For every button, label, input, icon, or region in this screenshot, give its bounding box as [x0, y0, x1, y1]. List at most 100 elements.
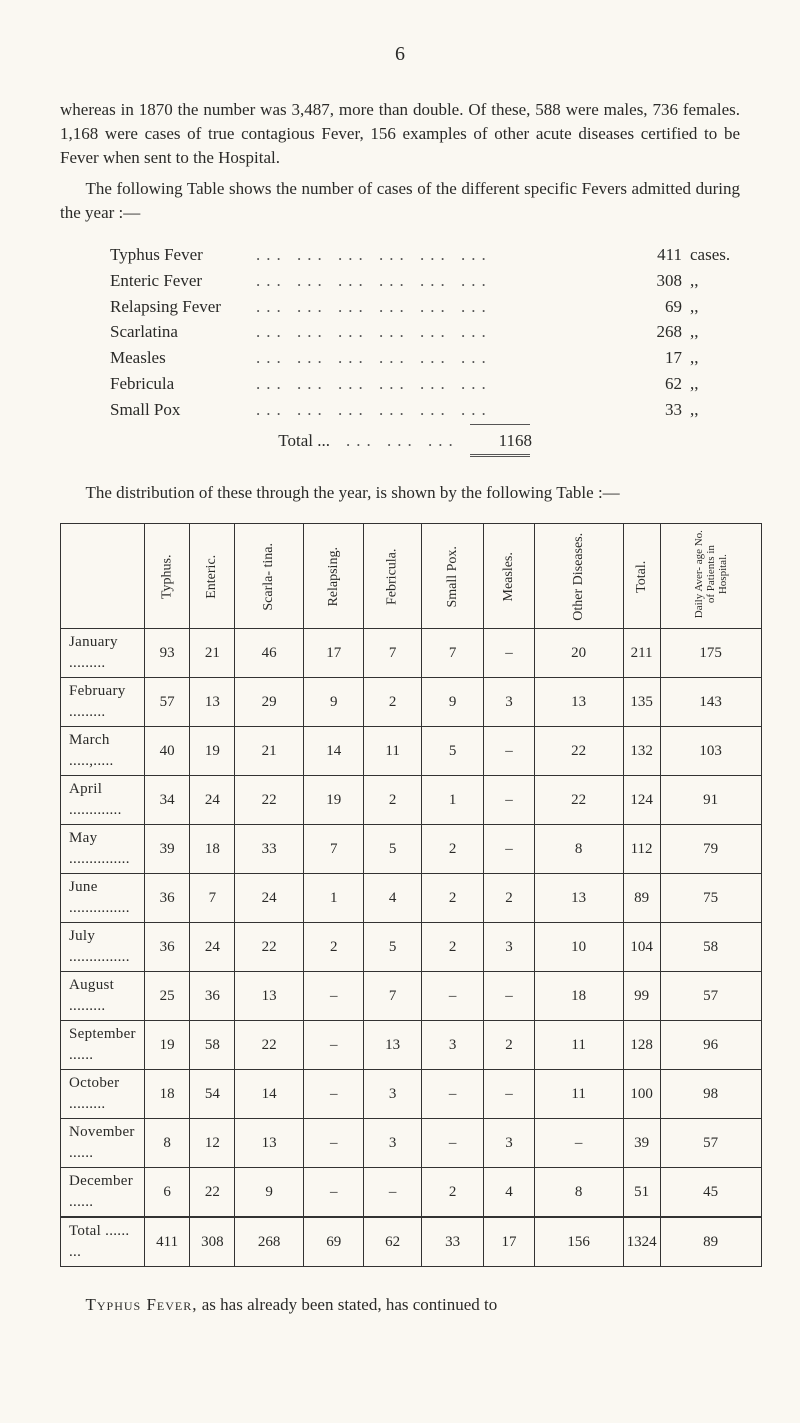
dist-cell: 39 [623, 1119, 660, 1168]
distribution-table: Typhus.Enteric.Scarla- tina.Relapsing.Fe… [60, 523, 762, 1267]
dist-month-cell: December ...... [61, 1168, 145, 1218]
dist-cell: 13 [235, 1119, 304, 1168]
case-dots: ... ... ... ... ... ... [250, 372, 632, 396]
dist-cell: 4 [484, 1168, 534, 1218]
dist-cell: 8 [534, 1168, 623, 1218]
cases-total-num: 1168 [472, 429, 540, 453]
dist-cell: 21 [235, 727, 304, 776]
dist-month-cell: February ......... [61, 678, 145, 727]
dist-cell: 99 [623, 972, 660, 1021]
dist-col-header: Other Diseases. [534, 524, 623, 629]
dist-cell: 9 [421, 678, 483, 727]
dist-cell: 21 [190, 629, 235, 678]
dist-total-cell: 89 [660, 1217, 761, 1267]
case-num: 62 [632, 372, 690, 396]
dist-cell: 10 [534, 923, 623, 972]
typhus-fever-lead: Typhus Fever, [86, 1295, 198, 1314]
dist-total-cell: 308 [190, 1217, 235, 1267]
dist-cell: – [421, 1119, 483, 1168]
dist-cell: 2 [364, 776, 421, 825]
dist-row: September ......195822–13321112896 [61, 1021, 762, 1070]
dist-total-cell: 17 [484, 1217, 534, 1267]
dist-cell: 12 [190, 1119, 235, 1168]
dist-cell: 25 [144, 972, 190, 1021]
dist-month-cell: November ...... [61, 1119, 145, 1168]
dist-cell: 7 [364, 629, 421, 678]
cases-list: Typhus Fever... ... ... ... ... ...411ca… [110, 243, 740, 457]
dist-total-cell: 33 [421, 1217, 483, 1267]
dist-cell: 1 [303, 874, 364, 923]
dist-cell: 2 [421, 825, 483, 874]
case-label: Febricula [110, 372, 250, 396]
dist-row: April .............3424221921–2212491 [61, 776, 762, 825]
dist-cell: 11 [534, 1021, 623, 1070]
case-unit: ,, [690, 372, 740, 396]
case-row: Relapsing Fever... ... ... ... ... ...69… [110, 295, 740, 319]
dist-cell: 3 [484, 1119, 534, 1168]
dist-cell: 9 [235, 1168, 304, 1218]
dist-cell: – [303, 1021, 364, 1070]
dist-cell: 13 [235, 972, 304, 1021]
page-number: 6 [60, 40, 740, 68]
dist-cell: 132 [623, 727, 660, 776]
dist-cell: 211 [623, 629, 660, 678]
dist-cell: 13 [534, 678, 623, 727]
dist-cell: – [303, 972, 364, 1021]
dist-row: November ......81213–3–3–3957 [61, 1119, 762, 1168]
dist-row: January .........9321461777–20211175 [61, 629, 762, 678]
dist-cell: 57 [144, 678, 190, 727]
case-label: Relapsing Fever [110, 295, 250, 319]
dist-cell: 100 [623, 1070, 660, 1119]
dist-col-header: Measles. [484, 524, 534, 629]
dist-cell: – [484, 629, 534, 678]
dist-cell: 2 [303, 923, 364, 972]
dist-cell: 2 [421, 874, 483, 923]
dist-month-cell: January ......... [61, 629, 145, 678]
dist-total-cell: 62 [364, 1217, 421, 1267]
dist-month-cell: September ...... [61, 1021, 145, 1070]
dist-cell: 104 [623, 923, 660, 972]
dist-cell: – [484, 1070, 534, 1119]
dist-cell: 3 [421, 1021, 483, 1070]
case-num: 33 [632, 398, 690, 422]
dist-cell: 11 [364, 727, 421, 776]
case-row: Measles... ... ... ... ... ...17,, [110, 346, 740, 370]
dist-cell: 46 [235, 629, 304, 678]
case-label: Measles [110, 346, 250, 370]
dist-cell: 45 [660, 1168, 761, 1218]
dist-col-header: Febricula. [364, 524, 421, 629]
dist-cell: 24 [190, 776, 235, 825]
case-row: Scarlatina... ... ... ... ... ...268,, [110, 320, 740, 344]
dist-total-cell: 411 [144, 1217, 190, 1267]
dist-cell: 14 [303, 727, 364, 776]
case-dots: ... ... ... ... ... ... [250, 320, 632, 344]
case-unit: ,, [690, 320, 740, 344]
dist-cell: 1 [421, 776, 483, 825]
dist-cell: – [484, 727, 534, 776]
dist-month-cell: April ............. [61, 776, 145, 825]
dist-cell: 54 [190, 1070, 235, 1119]
case-dots: ... ... ... ... ... ... [250, 398, 632, 422]
dist-cell: 5 [364, 825, 421, 874]
dist-cell: 17 [303, 629, 364, 678]
case-unit: ,, [690, 398, 740, 422]
dist-cell: 58 [190, 1021, 235, 1070]
dist-cell: 18 [190, 825, 235, 874]
paragraph-3: The distribution of these through the ye… [60, 481, 740, 505]
dist-cell: 13 [190, 678, 235, 727]
dist-cell: 40 [144, 727, 190, 776]
dist-cell: 57 [660, 972, 761, 1021]
dist-col-header: Scarla- tina. [235, 524, 304, 629]
dist-cell: 36 [144, 874, 190, 923]
dist-cell: 175 [660, 629, 761, 678]
dist-cell: 7 [364, 972, 421, 1021]
dist-cell: – [421, 1070, 483, 1119]
dist-cell: 8 [534, 825, 623, 874]
dist-total-row: Total ...... ...411308268696233171561324… [61, 1217, 762, 1267]
case-num: 69 [632, 295, 690, 319]
case-num: 411 [632, 243, 690, 267]
dist-row: December ......6229––2485145 [61, 1168, 762, 1218]
dist-row: February .........571329929313135143 [61, 678, 762, 727]
dist-cell: – [303, 1168, 364, 1218]
dist-cell: 34 [144, 776, 190, 825]
